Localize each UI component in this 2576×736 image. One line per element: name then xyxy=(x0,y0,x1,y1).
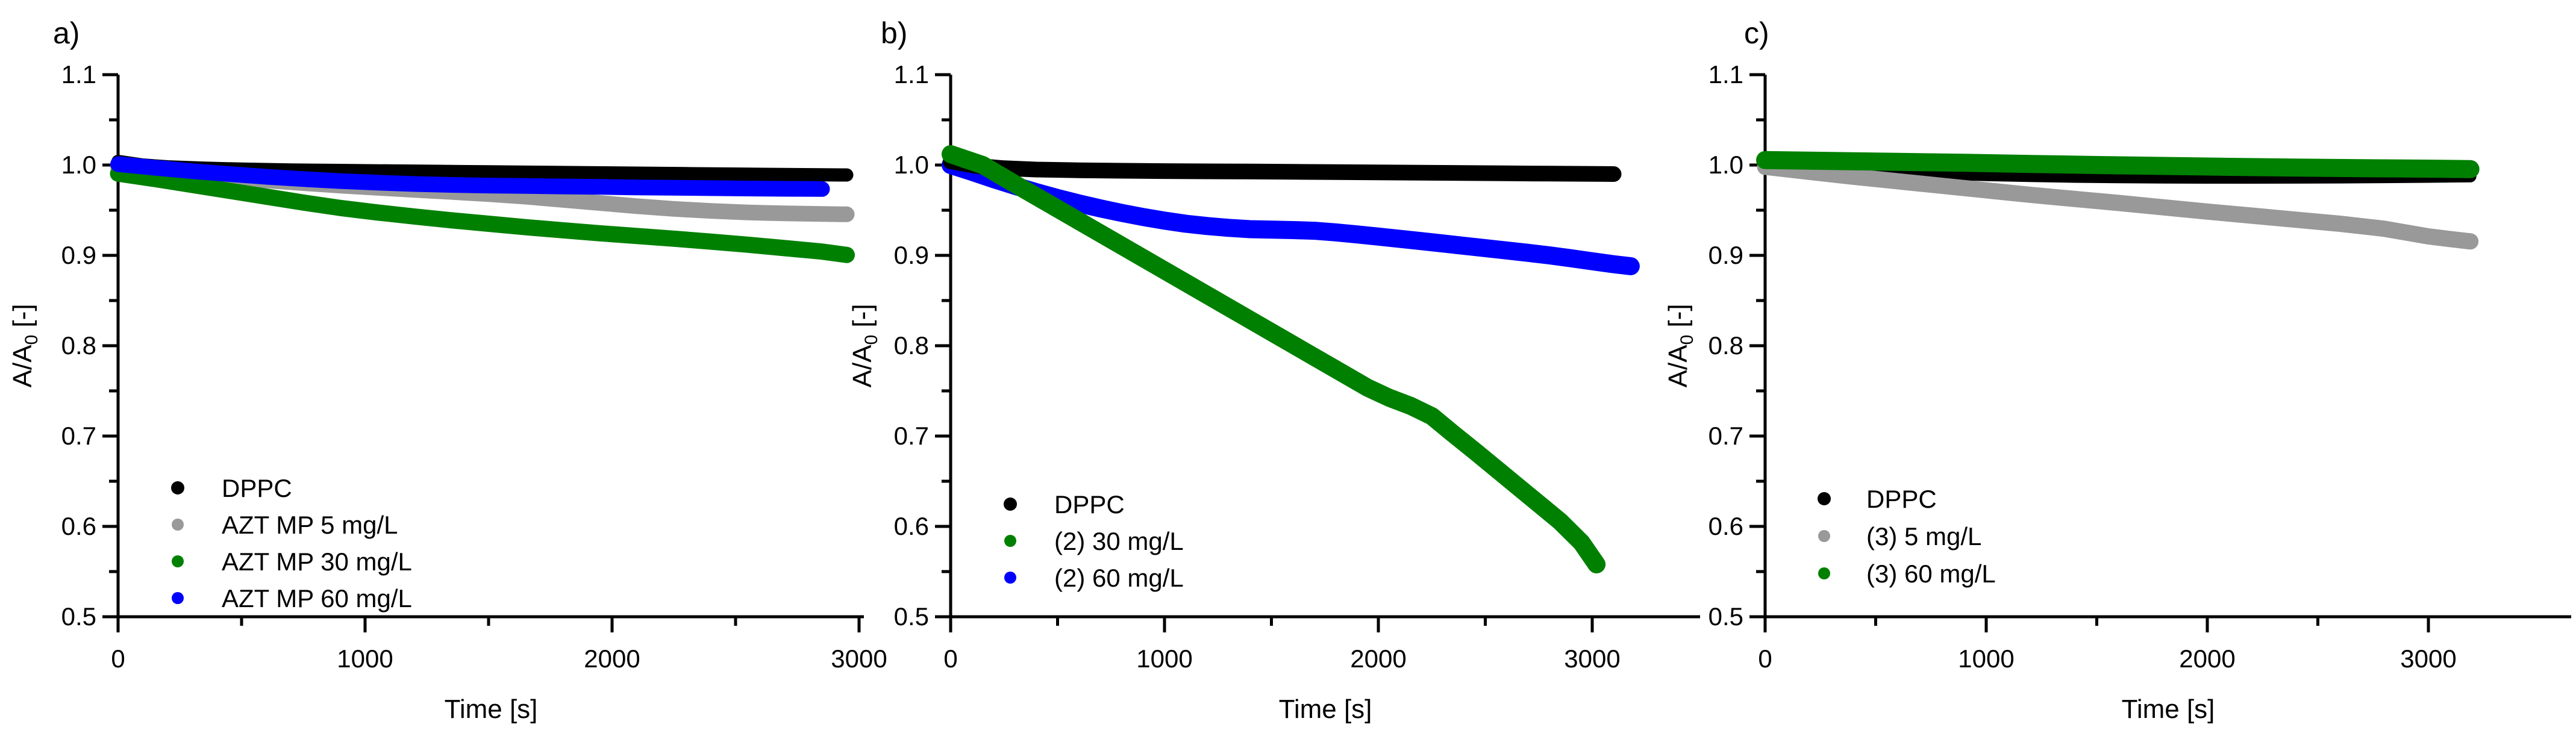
y-tick-label: 0.8 xyxy=(1708,331,1743,360)
y-tick-label: 1.1 xyxy=(61,60,96,89)
legend-item-2-30-mg-l: (2) 30 mg/L xyxy=(1004,527,1184,555)
x-tick-label: 1000 xyxy=(337,644,393,673)
x-tick-label: 1000 xyxy=(1958,644,2014,673)
y-tick-label: 0.6 xyxy=(894,512,929,540)
legend-item-3-60-mg-l: (3) 60 mg/L xyxy=(1818,560,1996,588)
x-axis-title: Time [s] xyxy=(2122,694,2215,724)
legend-label: DPPC xyxy=(1866,485,1937,513)
x-tick-label: 0 xyxy=(1758,644,1772,673)
panel-c: 1.1 1.0 0.9 0.8 0.7 0.6 0.5 0 1000 2000 3000 c) A/A0… xyxy=(1663,16,2571,724)
x-tick-label: 2000 xyxy=(1350,644,1406,673)
legend-label: DPPC xyxy=(1054,490,1125,519)
x-tick-label: 3000 xyxy=(1564,644,1620,673)
legend-marker-2-30-mg-l-icon xyxy=(1004,535,1016,547)
legend-label: AZT MP 30 mg/L xyxy=(222,547,412,576)
series-azt-mp-60-mg-l xyxy=(110,156,830,197)
series-dppc xyxy=(1759,158,2477,184)
series-2-60-mg-l xyxy=(942,156,1640,275)
x-tick-label: 1000 xyxy=(1136,644,1192,673)
x-tick-label: 2000 xyxy=(2179,644,2235,673)
y-axis-title: A/A0 [-] xyxy=(1663,304,1697,388)
y-tick-label: 1.0 xyxy=(61,151,96,179)
panel-label-a: a) xyxy=(53,16,80,50)
legend-item-azt-mp-5-mg-l: AZT MP 5 mg/L xyxy=(172,511,398,539)
legend-item-3-5-mg-l: (3) 5 mg/L xyxy=(1818,522,1981,550)
series-3-60-mg-l xyxy=(1756,151,2480,178)
x-tick-label: 3000 xyxy=(2400,644,2456,673)
legend-item-azt-mp-60-mg-l: AZT MP 60 mg/L xyxy=(172,584,412,613)
legend-item-dppc: DPPC xyxy=(1818,485,1937,513)
legend-item-azt-mp-30-mg-l: AZT MP 30 mg/L xyxy=(172,547,412,576)
legend-marker-azt-mp-30-mg-l-icon xyxy=(172,555,184,567)
legend-marker-2-60-mg-l-icon xyxy=(1004,572,1016,584)
y-tick-label: 1.0 xyxy=(1708,151,1743,179)
legend-b: DPPC (2) 30 mg/L (2) 60 mg/L xyxy=(1004,490,1184,592)
legend-label: DPPC xyxy=(222,474,292,502)
x-tick-label: 3000 xyxy=(831,644,887,673)
y-tick-label: 1.1 xyxy=(894,60,929,89)
y-tick-label: 1.0 xyxy=(894,151,929,179)
panel-b: 1.1 1.0 0.9 0.8 0.7 0.6 0.5 0 1000 2000 3000 b) A/A0… xyxy=(848,16,1700,724)
legend-marker-azt-mp-5-mg-l-icon xyxy=(172,519,184,531)
legend-marker-3-60-mg-l-icon xyxy=(1818,567,1830,579)
y-tick-label: 1.1 xyxy=(1708,60,1743,89)
y-tick-label: 0.6 xyxy=(1708,512,1743,540)
legend-item-dppc: DPPC xyxy=(171,474,292,502)
y-tick-label: 0.9 xyxy=(61,241,96,269)
legend-marker-dppc-icon xyxy=(1818,492,1831,505)
legend-marker-dppc-icon xyxy=(1004,497,1017,511)
y-tick-label: 0.8 xyxy=(894,331,929,360)
x-axis-title: Time [s] xyxy=(445,694,538,724)
x-tick-label: 0 xyxy=(943,644,957,673)
y-axis-title: A/A0 [-] xyxy=(848,304,881,388)
panel-a: 1.1 1.0 0.9 0.8 0.7 0.6 0.5 0 1000 2000 3000 a) A/A0… xyxy=(8,16,887,724)
y-tick-label: 0.5 xyxy=(894,602,929,631)
y-tick-label: 0.5 xyxy=(1708,602,1743,631)
y-tick-label: 0.7 xyxy=(61,422,96,450)
panel-label-c: c) xyxy=(1744,16,1769,50)
legend-label: AZT MP 5 mg/L xyxy=(222,511,398,539)
series-azt-mp-30-mg-l xyxy=(110,165,855,263)
x-tick-label: 2000 xyxy=(584,644,640,673)
legend-label: (2) 30 mg/L xyxy=(1054,527,1184,555)
legend-marker-3-5-mg-l-icon xyxy=(1818,530,1830,542)
y-tick-label: 0.6 xyxy=(61,512,96,540)
legend-label: AZT MP 60 mg/L xyxy=(222,584,412,613)
legend-item-dppc: DPPC xyxy=(1004,490,1125,519)
legend-label: (3) 5 mg/L xyxy=(1866,522,1981,550)
y-tick-label: 0.9 xyxy=(894,241,929,269)
legend-marker-dppc-icon xyxy=(171,481,184,494)
series-2-30-mg-l xyxy=(942,145,1606,573)
legend-a: DPPC AZT MP 5 mg/L AZT MP 30 mg/L AZT MP 60… xyxy=(171,474,412,613)
legend-item-2-60-mg-l: (2) 60 mg/L xyxy=(1004,564,1184,592)
y-axis-title: A/A0 [-] xyxy=(8,304,42,388)
legend-marker-azt-mp-60-mg-l-icon xyxy=(172,592,184,604)
y-tick-label: 0.7 xyxy=(894,422,929,450)
series-dppc xyxy=(943,154,1622,182)
x-axis-title: Time [s] xyxy=(1279,694,1372,724)
legend-c: DPPC (3) 5 mg/L (3) 60 mg/L xyxy=(1818,485,1996,588)
legend-label: (3) 60 mg/L xyxy=(1866,560,1996,588)
panel-label-b: b) xyxy=(881,16,907,50)
legend-label: (2) 60 mg/L xyxy=(1054,564,1184,592)
x-tick-label: 0 xyxy=(111,644,125,673)
y-tick-label: 0.8 xyxy=(61,331,96,360)
series-3-5-mg-l xyxy=(1757,158,2479,250)
y-tick-label: 0.9 xyxy=(1708,241,1743,269)
y-tick-label: 0.5 xyxy=(61,602,96,631)
y-tick-label: 0.7 xyxy=(1708,422,1743,450)
